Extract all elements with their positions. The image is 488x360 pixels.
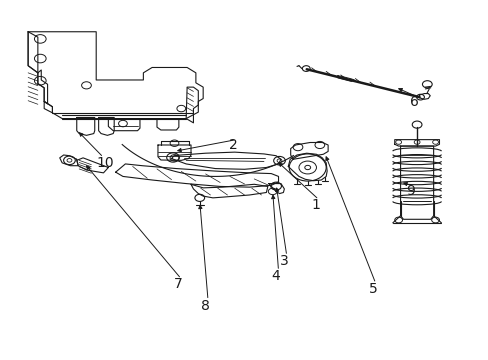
Text: 10: 10 <box>96 156 114 170</box>
Text: 9: 9 <box>405 184 414 198</box>
Text: 6: 6 <box>409 95 418 109</box>
Text: 8: 8 <box>201 299 209 313</box>
Text: 4: 4 <box>271 269 280 283</box>
Text: 7: 7 <box>174 277 183 291</box>
Text: 3: 3 <box>279 255 287 269</box>
Text: 1: 1 <box>311 198 320 212</box>
Text: 5: 5 <box>368 282 376 296</box>
Text: 2: 2 <box>228 138 237 152</box>
